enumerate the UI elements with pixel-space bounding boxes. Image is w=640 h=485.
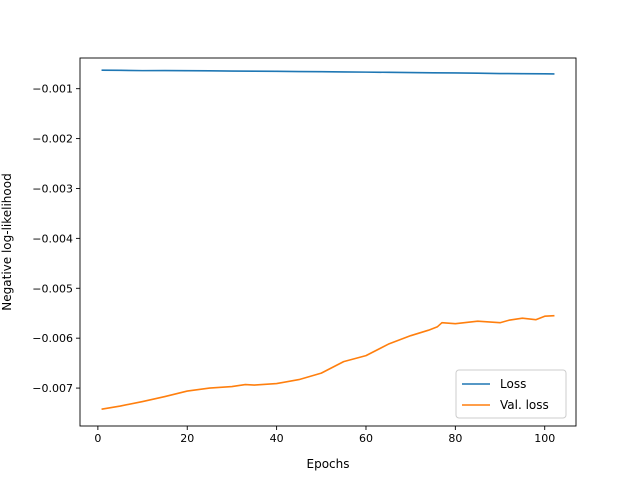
series-line-1 [101,69,555,75]
x-tick-label: 0 [94,432,101,445]
legend: Loss Val. loss [455,369,567,419]
legend-label-2: Val. loss [500,398,549,412]
plot-area: 0 20 40 60 80 100 −0.001 −0.002 −0.003 −0.004 −0.0… [32,57,577,445]
legend-label-1: Loss [500,377,526,391]
y-tick-label: −0.003 [32,182,73,195]
y-axis-label: Negative log-likelihood [0,173,14,310]
legend-box [455,369,567,419]
y-tick-label: −0.005 [32,282,73,295]
y-tick-label: −0.004 [32,232,73,245]
axes-frame [79,57,577,427]
x-tick-label: 80 [448,432,462,445]
x-tick-label: 100 [534,432,555,445]
x-tick-label: 20 [180,432,194,445]
y-tick-label: −0.001 [32,83,73,96]
y-tick-label: −0.002 [32,133,73,146]
y-tick-label: −0.007 [32,382,73,395]
x-axis-label: Epochs [307,457,350,471]
x-tick-label: 40 [270,432,284,445]
series-line-2 [101,314,555,410]
y-tick-label: −0.006 [32,332,73,345]
x-tick-label: 60 [359,432,373,445]
